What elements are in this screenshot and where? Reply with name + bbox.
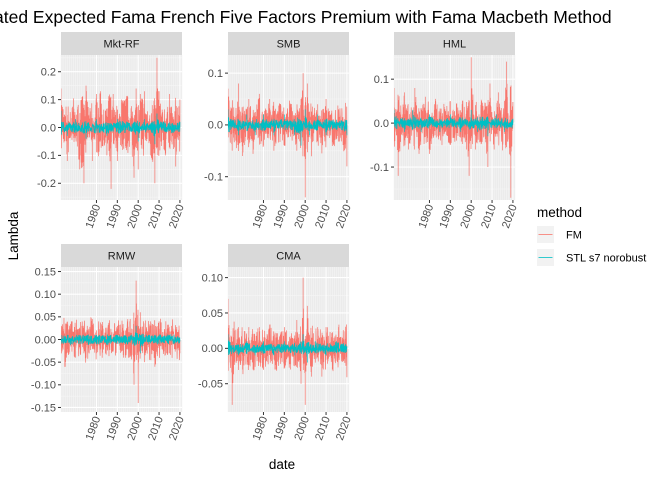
y-tick-label: -0.1 bbox=[204, 171, 223, 183]
facet-strip-label: HML bbox=[443, 39, 466, 51]
y-tick-label: 0.1 bbox=[208, 68, 223, 80]
x-tick-label: 2010 bbox=[146, 203, 166, 230]
facet-strip-label: Mkt-RF bbox=[103, 39, 139, 51]
facet-strip-label: SMB bbox=[277, 39, 301, 51]
x-tick-label: 1980 bbox=[84, 415, 104, 442]
x-tick-label: 1980 bbox=[251, 203, 271, 230]
y-tick-label: 0.05 bbox=[35, 312, 56, 324]
series-line-fm bbox=[61, 57, 181, 189]
facet-strip-label: CMA bbox=[276, 251, 301, 263]
series-line-stl-s7-norobust bbox=[228, 109, 348, 146]
x-tick-label: 2020 bbox=[334, 203, 354, 230]
y-tick-label: 0.00 bbox=[202, 343, 223, 355]
x-tick-label: 2010 bbox=[479, 203, 499, 230]
x-tick-label: 1980 bbox=[417, 203, 437, 230]
x-tick-label: 1990 bbox=[271, 415, 291, 442]
legend-title: method bbox=[537, 205, 582, 220]
x-tick-label: 1990 bbox=[104, 203, 124, 230]
facet-strip-label: RMW bbox=[108, 251, 136, 263]
x-tick-label: 1990 bbox=[271, 203, 291, 230]
legend-item: STL s7 norobust bbox=[537, 249, 646, 266]
y-tick-label: 0.0 bbox=[208, 120, 223, 132]
x-tick-label: 2000 bbox=[125, 415, 145, 442]
legend-items: FM STL s7 norobust bbox=[537, 226, 646, 266]
x-tick-label: 2010 bbox=[313, 203, 333, 230]
series-line-fm bbox=[228, 277, 348, 405]
facet-panel-smb: SMB -0.1 0.0 0.1 1980 1990 2000 2010 2020 bbox=[204, 32, 354, 230]
y-tick-label: 0.2 bbox=[41, 67, 56, 79]
x-axis-title: date bbox=[269, 457, 295, 472]
facet-panel-rmw: RMW -0.15 -0.10 -0.05 0.00 0.05 0.10 0.15 1980 19… bbox=[31, 244, 187, 442]
chart-title: ated Expected Fama French Five Factors P… bbox=[0, 7, 612, 27]
x-tick-label: 2020 bbox=[167, 415, 187, 442]
y-tick-label: 0.1 bbox=[374, 74, 389, 86]
facet-panel-mkt-rf: Mkt-RF -0.2 -0.1 0.0 0.1 0.2 1980 1990 2000 2010 2… bbox=[37, 32, 187, 230]
x-tick-label: 1980 bbox=[84, 203, 104, 230]
facet-panel-hml: HML -0.1 0.0 0.1 1980 1990 2000 2010 2020 bbox=[370, 32, 520, 230]
y-tick-label: -0.2 bbox=[37, 178, 56, 190]
y-tick-label: -0.10 bbox=[31, 380, 56, 392]
legend-item: FM bbox=[537, 226, 582, 243]
series-line-stl-s7-norobust bbox=[394, 109, 514, 137]
y-tick-label: 0.00 bbox=[35, 334, 56, 346]
x-tick-label: 2020 bbox=[167, 203, 187, 230]
y-tick-label: 0.10 bbox=[35, 289, 56, 301]
series-line-fm bbox=[394, 57, 514, 198]
facet-strip bbox=[228, 244, 349, 267]
x-tick-label: 1980 bbox=[251, 415, 271, 442]
x-tick-label: 2010 bbox=[146, 415, 166, 442]
y-tick-label: 0.05 bbox=[202, 308, 223, 320]
y-axis-title: Lambda bbox=[6, 211, 21, 260]
x-tick-label: 1990 bbox=[104, 415, 124, 442]
x-tick-label: 2000 bbox=[292, 203, 312, 230]
y-tick-label: -0.05 bbox=[198, 379, 223, 391]
legend-label: STL s7 norobust bbox=[566, 253, 646, 265]
x-tick-label: 2020 bbox=[334, 415, 354, 442]
y-tick-label: 0.10 bbox=[202, 272, 223, 284]
legend-label: FM bbox=[566, 230, 582, 242]
x-tick-label: 2000 bbox=[292, 415, 312, 442]
facet-strip bbox=[228, 32, 349, 55]
x-tick-label: 2020 bbox=[500, 203, 520, 230]
y-tick-label: -0.1 bbox=[370, 162, 389, 174]
series-line-stl-s7-norobust bbox=[61, 325, 181, 354]
x-tick-label: 2000 bbox=[458, 203, 478, 230]
x-tick-label: 2010 bbox=[313, 415, 333, 442]
y-tick-label: 0.1 bbox=[41, 94, 56, 106]
x-tick-label: 1990 bbox=[437, 203, 457, 230]
facet-strip bbox=[394, 32, 515, 55]
y-tick-label: 0.0 bbox=[41, 122, 56, 134]
y-tick-label: 0.15 bbox=[35, 266, 56, 278]
y-tick-label: 0.0 bbox=[374, 118, 389, 130]
y-tick-label: -0.05 bbox=[31, 357, 56, 369]
series-line-stl-s7-norobust bbox=[61, 110, 181, 145]
y-tick-label: -0.15 bbox=[31, 402, 56, 414]
facet-strip bbox=[61, 32, 182, 55]
x-tick-label: 2000 bbox=[125, 203, 145, 230]
y-tick-label: -0.1 bbox=[37, 150, 56, 162]
facet-strip bbox=[61, 244, 182, 267]
legend: method FM STL s7 norobust bbox=[537, 205, 646, 266]
facet-panel-cma: CMA -0.05 0.00 0.05 0.10 1980 1990 2000 2010 2020 bbox=[198, 244, 354, 442]
series-line-stl-s7-norobust bbox=[228, 334, 348, 363]
